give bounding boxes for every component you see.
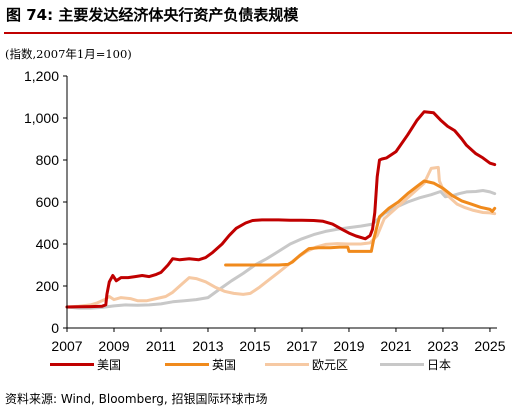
y-tick-label: 200 — [36, 278, 60, 294]
x-tick-label: 2015 — [239, 338, 270, 354]
source-note: 资料来源: Wind, Bloomberg, 招银国际环球市场 — [5, 392, 268, 406]
series-line-jp — [65, 189, 497, 310]
y-tick-label: 1,000 — [24, 110, 59, 126]
legend-item-uk: 英国 — [165, 356, 236, 372]
unit-note: (指数,2007年1月=100) — [5, 47, 132, 61]
legend-item-us: 美国 — [50, 356, 121, 372]
series-line-eu — [65, 165, 497, 309]
x-tick-label: 2017 — [286, 338, 317, 354]
plot-lines — [65, 110, 497, 310]
title-rule — [4, 32, 512, 34]
x-tick-label: 2011 — [146, 338, 176, 354]
x-tick-label: 2007 — [51, 338, 82, 354]
legend-swatch-eu — [265, 362, 309, 366]
legend-item-jp: 日本 — [380, 356, 451, 372]
x-tick-label: 2013 — [192, 338, 223, 354]
legend-label-us: 美国 — [97, 357, 122, 372]
axes: 0 200 400 600 800 1,000 1,200 2007 2009 2011 2013 2… — [24, 68, 506, 354]
x-tick-label: 2023 — [427, 338, 458, 354]
y-tick-label: 1,200 — [24, 68, 59, 84]
legend-swatch-jp — [380, 362, 424, 366]
x-tick-label: 2009 — [98, 338, 129, 354]
x-tick-label: 2021 — [380, 338, 411, 354]
legend-label-jp: 日本 — [427, 357, 452, 372]
series-line-uk — [224, 179, 497, 267]
legend-item-eu: 欧元区 — [265, 356, 348, 372]
legend-label-uk: 英国 — [212, 357, 237, 372]
y-tick-label: 400 — [36, 236, 60, 252]
legend-swatch-us — [50, 362, 94, 366]
y-tick-label: 800 — [36, 152, 60, 168]
x-tick-label: 2019 — [333, 338, 364, 354]
series-line-us — [65, 110, 497, 309]
x-tick-label: 2025 — [474, 338, 505, 354]
figure-title: 图 74: 主要发达经济体央行资产负债表规模 — [6, 6, 299, 24]
legend-swatch-uk — [165, 362, 209, 366]
legend-label-eu: 欧元区 — [312, 357, 349, 372]
y-tick-label: 0 — [51, 320, 59, 336]
y-tick-label: 600 — [36, 194, 60, 210]
